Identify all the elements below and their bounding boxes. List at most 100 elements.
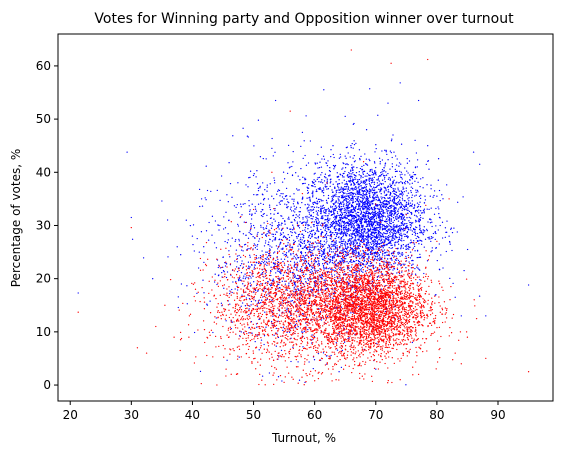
scatter-point-series-0	[399, 196, 401, 199]
scatter-point-series-0	[369, 265, 371, 267]
scatter-point-series-0	[325, 162, 327, 164]
scatter-point-series-0	[352, 171, 354, 174]
scatter-point-series-0	[282, 247, 284, 249]
scatter-point-series-0	[358, 238, 360, 240]
scatter-point-series-0	[360, 185, 362, 187]
scatter-point-series-0	[300, 167, 302, 170]
scatter-point-series-0	[398, 195, 400, 197]
scatter-point-series-0	[315, 189, 318, 191]
scatter-point-series-0	[371, 188, 374, 190]
scatter-point-series-0	[348, 210, 350, 212]
scatter-point-series-0	[333, 233, 335, 236]
scatter-point-series-0	[262, 296, 264, 298]
scatter-point-series-1	[328, 313, 330, 315]
scatter-point-series-1	[371, 282, 373, 284]
scatter-point-series-0	[373, 187, 375, 189]
scatter-point-series-1	[379, 312, 382, 314]
scatter-point-series-0	[279, 271, 281, 274]
scatter-point-series-0	[386, 203, 389, 206]
scatter-point-series-0	[379, 161, 381, 163]
scatter-point-series-0	[301, 239, 303, 241]
scatter-point-series-0	[376, 182, 379, 184]
scatter-point-series-0	[355, 273, 357, 276]
scatter-point-series-0	[381, 198, 383, 200]
scatter-point-series-0	[273, 177, 275, 179]
scatter-point-series-0	[246, 135, 249, 137]
scatter-point-series-0	[450, 227, 453, 229]
scatter-point-series-0	[452, 282, 454, 285]
scatter-point-series-0	[347, 152, 349, 154]
scatter-point-series-0	[401, 254, 403, 257]
scatter-point-series-0	[395, 206, 397, 209]
scatter-point-series-0	[341, 187, 343, 189]
scatter-point-series-0	[373, 207, 376, 209]
scatter-point-series-0	[244, 278, 247, 280]
scatter-point-series-0	[217, 224, 219, 226]
scatter-point-series-0	[257, 231, 259, 234]
scatter-point-series-0	[370, 223, 373, 225]
scatter-point-series-0	[254, 206, 256, 208]
scatter-point-series-0	[239, 216, 241, 219]
scatter-point-series-0	[331, 206, 334, 208]
scatter-point-series-0	[392, 234, 394, 237]
scatter-point-series-0	[240, 331, 242, 333]
scatter-point-series-0	[364, 184, 367, 186]
scatter-point-series-0	[264, 273, 266, 275]
scatter-point-series-0	[375, 368, 377, 370]
scatter-point-series-0	[285, 195, 288, 197]
scatter-point-series-0	[299, 238, 302, 241]
scatter-point-series-0	[350, 184, 352, 186]
scatter-point-series-1	[319, 313, 321, 315]
scatter-point-series-0	[431, 247, 433, 249]
scatter-point-series-0	[241, 246, 244, 248]
scatter-point-series-0	[351, 235, 353, 237]
scatter-point-series-0	[282, 260, 284, 263]
scatter-point-series-0	[347, 194, 349, 197]
scatter-point-series-0	[419, 231, 421, 234]
scatter-point-series-0	[368, 244, 370, 246]
scatter-point-series-0	[223, 287, 225, 289]
scatter-point-series-0	[301, 221, 304, 224]
scatter-point-series-0	[200, 198, 203, 200]
scatter-point-series-0	[422, 217, 424, 220]
scatter-point-series-0	[286, 172, 289, 175]
scatter-point-series-0	[360, 210, 363, 212]
scatter-point-series-0	[304, 182, 306, 185]
scatter-point-series-0	[381, 159, 384, 161]
scatter-point-series-0	[362, 271, 364, 273]
scatter-point-series-0	[349, 214, 351, 216]
scatter-point-series-0	[245, 184, 247, 186]
scatter-point-series-0	[336, 212, 339, 215]
scatter-point-series-0	[347, 254, 350, 256]
scatter-point-series-0	[407, 236, 409, 238]
scatter-point-series-0	[351, 222, 354, 224]
scatter-point-series-0	[304, 229, 306, 231]
scatter-point-series-0	[282, 274, 285, 276]
scatter-point-series-0	[372, 195, 374, 198]
scatter-point-series-0	[264, 189, 266, 191]
scatter-point-series-0	[305, 115, 307, 117]
scatter-point-series-0	[347, 209, 349, 212]
scatter-point-series-0	[335, 237, 337, 240]
scatter-point-series-0	[242, 266, 244, 268]
scatter-point-series-0	[335, 191, 338, 193]
scatter-point-series-0	[368, 229, 370, 231]
scatter-point-series-0	[271, 246, 273, 248]
scatter-point-series-0	[409, 251, 412, 253]
scatter-point-series-0	[281, 222, 283, 224]
scatter-point-series-0	[266, 214, 268, 217]
scatter-point-series-0	[341, 231, 343, 234]
scatter-point-series-0	[364, 218, 366, 221]
scatter-point-series-0	[247, 277, 249, 279]
scatter-point-series-0	[248, 199, 250, 202]
scatter-point-series-0	[282, 252, 284, 255]
scatter-point-series-0	[251, 233, 253, 236]
scatter-point-series-0	[346, 331, 348, 333]
scatter-point-series-0	[269, 183, 271, 185]
scatter-point-series-0	[380, 240, 382, 242]
scatter-point-series-0	[346, 182, 348, 185]
scatter-point-series-0	[430, 251, 432, 253]
scatter-point-series-0	[378, 219, 380, 222]
scatter-point-series-0	[343, 248, 345, 251]
scatter-point-series-0	[379, 201, 382, 203]
